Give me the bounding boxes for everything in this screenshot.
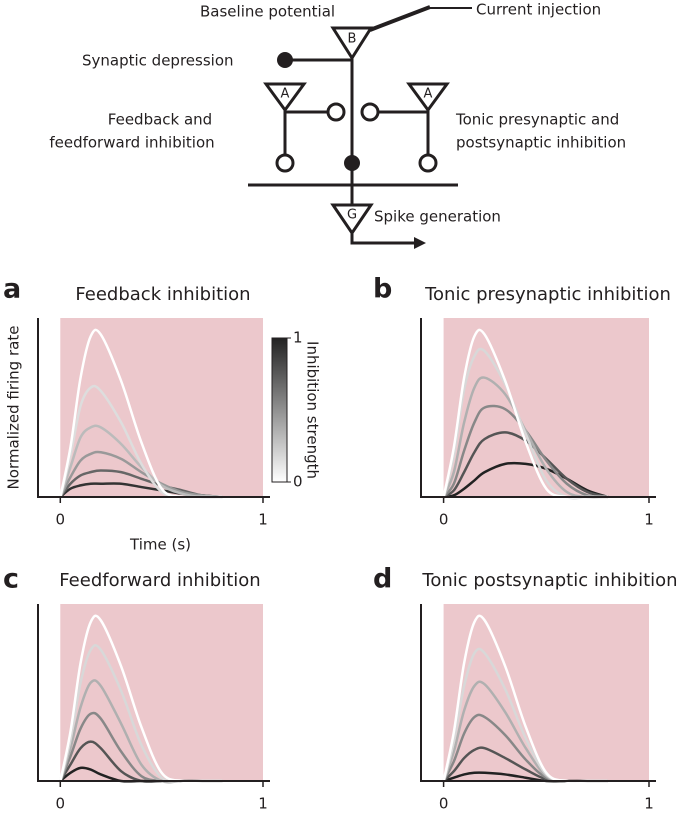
x-tick-label: 0 xyxy=(439,795,449,813)
panel-title: Tonic postsynaptic inhibition xyxy=(421,570,677,591)
diagram-label: Current injection xyxy=(476,1,601,19)
panel-title: Feedback inhibition xyxy=(75,284,250,305)
panel-title: Feedforward inhibition xyxy=(59,570,260,591)
curve xyxy=(59,450,223,499)
x-tick-label: 0 xyxy=(439,511,449,529)
panel-letter: c xyxy=(3,564,19,595)
axes xyxy=(37,318,270,498)
x-axis-label: Time (s) xyxy=(129,536,191,554)
diagram-label: Feedback and xyxy=(108,111,212,129)
diagram-label: Synaptic depression xyxy=(82,52,234,70)
colorbar-label: Inhibition strength xyxy=(304,341,322,479)
diagram-label: Baseline potential xyxy=(200,3,335,21)
cell-label: B xyxy=(348,32,357,47)
diagram-label: Tonic presynaptic and xyxy=(455,111,619,129)
curve xyxy=(442,376,608,499)
x-tick-label: 1 xyxy=(644,795,654,813)
curve xyxy=(442,404,609,499)
colorbar xyxy=(271,337,288,483)
x-tick-label: 0 xyxy=(56,511,66,529)
y-axis-label: Normalized firing rate xyxy=(5,326,23,490)
shaded-region xyxy=(443,604,649,781)
shaded-region xyxy=(60,318,263,497)
axes xyxy=(420,604,656,782)
x-tick-label: 1 xyxy=(258,511,268,529)
x-tick-label: 1 xyxy=(644,511,654,529)
curve xyxy=(442,431,609,499)
panel-letter: a xyxy=(3,274,21,305)
output-wire xyxy=(350,233,418,245)
neuron xyxy=(330,203,374,236)
pipette xyxy=(369,5,431,32)
curve xyxy=(59,424,223,499)
cell-label: A xyxy=(424,87,433,102)
colorbar-tick-label: 1 xyxy=(293,329,303,347)
x-tick-label: 0 xyxy=(56,795,66,813)
neuron xyxy=(406,82,450,113)
synapse xyxy=(326,102,346,122)
synapse xyxy=(360,102,380,122)
cell-label: G xyxy=(347,208,357,223)
arrowhead xyxy=(414,237,426,249)
shaded-region xyxy=(60,604,263,781)
panel-letter: d xyxy=(373,564,392,595)
axes xyxy=(420,318,656,498)
panel-letter: b xyxy=(373,274,392,305)
synapse xyxy=(418,153,438,173)
synapse xyxy=(275,153,295,173)
diagram-label: postsynaptic inhibition xyxy=(456,134,626,152)
colorbar-tick-label: 0 xyxy=(293,473,303,491)
diagram-label: feedforward inhibition xyxy=(49,134,214,152)
diagram-label: Spike generation xyxy=(374,208,501,226)
circuit-diagram: B A A G Baseline potential Current injec… xyxy=(49,1,626,249)
panel-title: Tonic presynaptic inhibition xyxy=(424,284,671,305)
neuron xyxy=(330,26,374,61)
synapse xyxy=(277,52,293,68)
cell-label: A xyxy=(281,87,290,102)
curve xyxy=(59,469,223,499)
neuron xyxy=(263,82,307,113)
axes xyxy=(37,604,270,782)
synapse xyxy=(344,155,360,171)
x-tick-label: 1 xyxy=(258,795,268,813)
